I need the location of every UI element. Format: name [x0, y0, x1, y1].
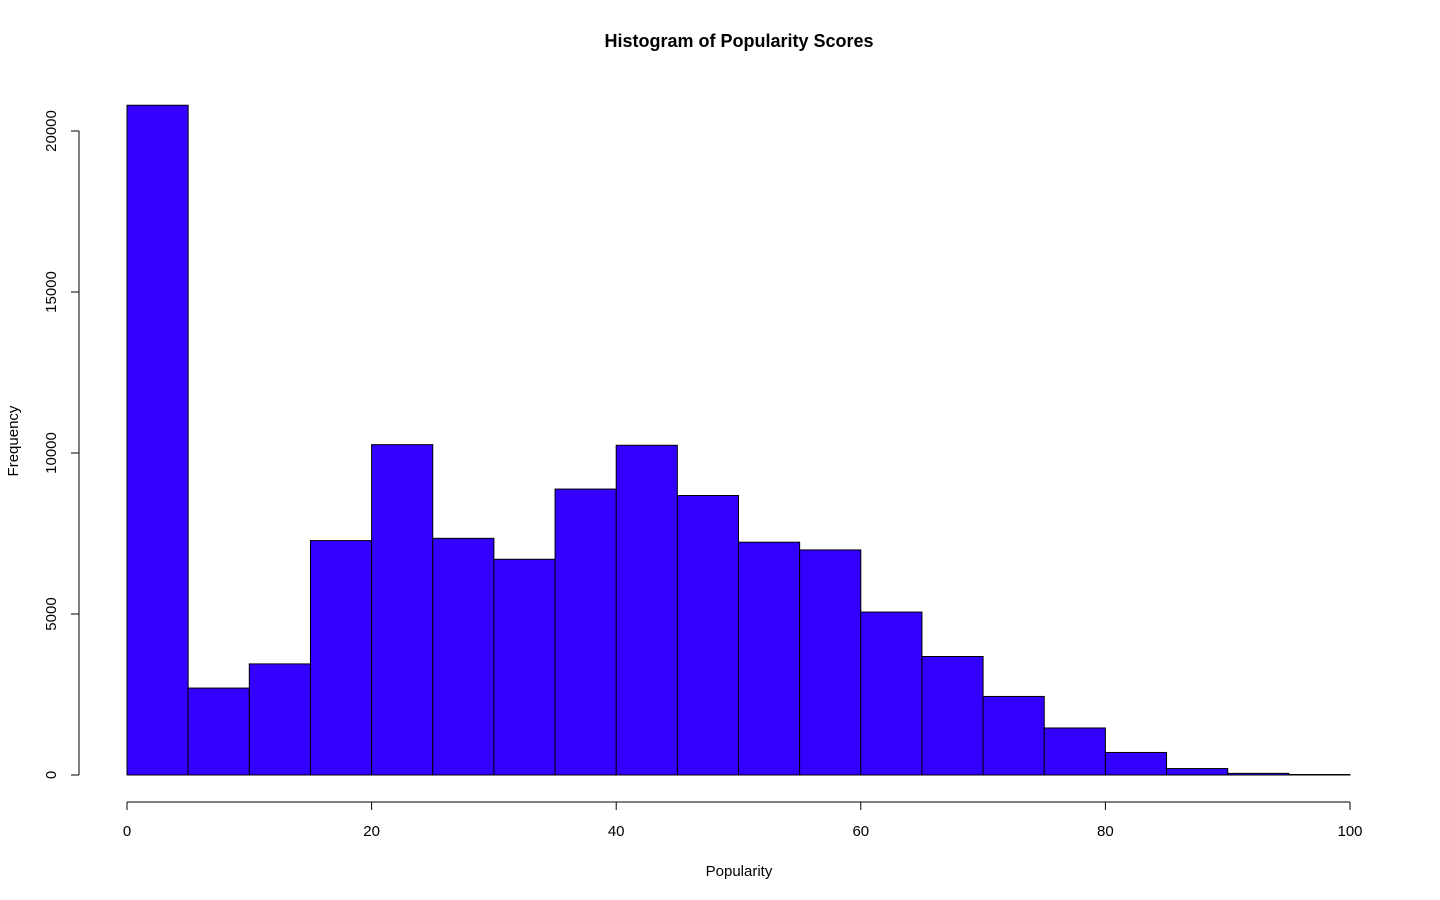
histogram-bar [371, 444, 434, 776]
histogram-bar [1166, 768, 1229, 776]
histogram-bar [676, 495, 739, 776]
histogram-bar [921, 656, 984, 776]
bars-group [126, 104, 1351, 776]
x-tick-label: 40 [608, 823, 625, 840]
histogram-bar [738, 541, 801, 776]
x-tick-label: 0 [123, 823, 131, 840]
histogram-bar [860, 611, 923, 776]
histogram-bar [248, 663, 311, 776]
x-axis: 0 20 40 60 80 100 [123, 801, 1363, 840]
histogram-bar [126, 104, 189, 776]
y-tick-label: 10000 [43, 432, 60, 474]
histogram-bar [982, 695, 1045, 776]
histogram-bar [1104, 751, 1168, 776]
histogram-bar [1043, 727, 1106, 776]
x-tick-label: 20 [363, 823, 380, 840]
histogram-bar [799, 549, 862, 776]
chart-title: Histogram of Popularity Scores [604, 31, 873, 51]
x-axis-label: Popularity [706, 863, 773, 880]
histogram-bar [493, 558, 556, 776]
y-axis-label: Frequency [5, 405, 22, 476]
histogram-bar [554, 488, 617, 776]
y-tick-label: 5000 [43, 597, 60, 630]
histogram-bar [1227, 772, 1290, 776]
y-axis: 0 5000 10000 15000 20000 [43, 110, 80, 779]
histogram-bar [432, 537, 495, 776]
histogram-bar [309, 540, 373, 776]
y-tick-label: 0 [43, 771, 60, 779]
y-tick-label: 20000 [43, 110, 60, 152]
x-tick-label: 60 [852, 823, 869, 840]
histogram-bar [615, 444, 678, 776]
x-tick-label: 100 [1337, 823, 1362, 840]
x-tick-label: 80 [1097, 823, 1114, 840]
y-tick-label: 15000 [43, 271, 60, 313]
histogram-bar [187, 687, 250, 776]
